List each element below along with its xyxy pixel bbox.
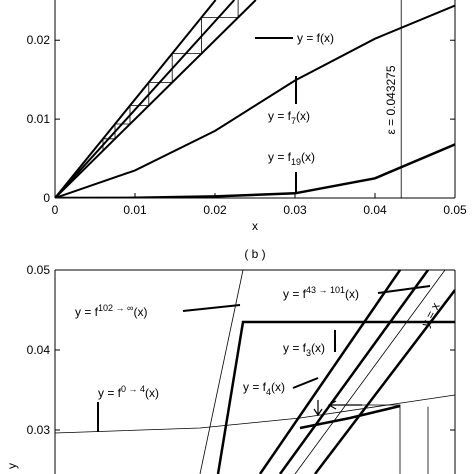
annotation-tail: (x) [345,287,359,301]
curve [216,320,455,474]
annotation-text: y = x [418,300,442,329]
annotation-tail: (x) [301,150,315,164]
annotation: y = f3(x) [283,341,325,358]
annotation-subscript: 4 [266,387,271,397]
annotation: y = f7(x) [268,109,310,126]
panel-caption: ( b ) [244,247,265,261]
annotation-pointer [377,285,431,294]
x-tick-label: 0.04 [363,203,387,217]
y-tick-label: 0.03 [27,423,51,437]
y-axis-label: y [5,463,19,469]
curve [294,270,446,474]
annotation-superscript: 102 → ∞ [98,303,133,313]
curve [299,404,401,430]
curve [55,4,455,198]
x-axis-label: x [252,219,258,233]
annotation-tail: (x) [133,305,147,319]
plot-area [55,0,455,198]
curve [278,270,430,474]
annotation-tail: (x) [296,109,310,123]
annotation: y = f(x) [297,31,334,45]
annotation-tail: (x) [311,341,325,355]
annotation: y = f0 → 4(x) [98,384,159,400]
annotation-tail: (x) [145,386,159,400]
annotation: y = x [418,300,442,329]
annotation-text: y = f [268,109,292,123]
x-tick-label: 0.05 [443,203,467,217]
annotation-text: y = f(x) [297,31,334,45]
annotation-subscript: 3 [306,348,311,358]
annotation-text: y = f [283,287,307,301]
y-tick-label: 0.01 [27,112,51,126]
curve [55,394,455,434]
annotation: y = f43 → 101(x) [283,285,359,301]
x-tick-label: 0.03 [283,203,307,217]
annotation-superscript: 0 → 4 [121,384,145,394]
curve [55,143,455,198]
curve [55,0,236,198]
annotation-pointer [292,377,319,389]
annotation-text: y = f [243,380,267,394]
y-tick-label: 0.05 [27,263,51,277]
curve [199,270,244,474]
curve [258,270,402,474]
annotation-text: y = f [283,341,307,355]
epsilon-label: ε = 0.043275 [384,65,398,134]
annotation-tail: (x) [271,380,285,394]
annotation-subscript: 19 [291,157,301,167]
annotation: y = f4(x) [243,380,285,397]
annotation-superscript: 43 → 101 [306,285,345,295]
annotation-text: y = f [268,150,292,164]
plot-area [55,270,455,474]
y-tick-label: 0.04 [27,343,51,357]
annotation-pointer [182,304,241,312]
annotation: y = f19(x) [268,150,315,167]
curve [102,0,239,151]
annotation-text: y = f [75,305,99,319]
curve [55,0,257,198]
x-tick-label: 0.02 [203,203,227,217]
curve [314,289,455,474]
y-tick-label: 0.02 [27,33,51,47]
arrow [327,400,362,410]
x-tick-label: 0.01 [123,203,147,217]
annotation-subscript: 7 [291,116,296,126]
annotation: y = f102 → ∞(x) [75,303,147,319]
arrow [313,400,323,417]
x-tick-label: 0 [52,203,59,217]
y-tick-label: 0 [43,191,50,205]
curve [55,0,217,198]
annotation-text: y = f [98,386,122,400]
